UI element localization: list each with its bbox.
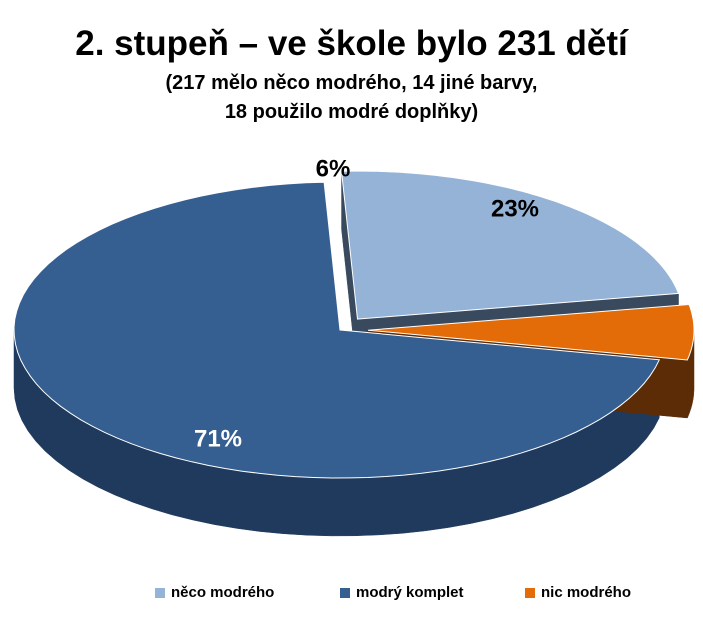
chart-subtitle-line-2: 18 použilo modré doplňky)	[224, 101, 479, 123]
data-label-0: 23%	[491, 195, 539, 222]
chart-legend: něco modrého modrý komplet nic modrého	[0, 584, 703, 606]
legend-item-nic-modreho: nic modrého	[525, 584, 631, 601]
legend-swatch	[155, 587, 165, 598]
data-label-1: 71%	[194, 425, 242, 452]
legend-swatch	[340, 587, 350, 598]
slice-1	[13, 181, 661, 479]
legend-item-modry-komplet: modrý komplet	[340, 584, 464, 601]
chart-subtitle-line-1: (217 mělo něco modrého, 14 jiné barvy,	[165, 72, 538, 94]
legend-item-neco-modreho: něco modrého	[155, 584, 274, 601]
slice-2	[367, 303, 695, 361]
legend-swatch	[525, 587, 535, 598]
legend-label: něco modrého	[171, 584, 275, 601]
data-label-2: 6%	[316, 155, 351, 182]
legend-label: modrý komplet	[356, 584, 464, 601]
chart-title: 2. stupeň – ve škole bylo 231 dětí	[75, 24, 628, 63]
slice-0	[340, 170, 680, 320]
legend-label: nic modrého	[541, 584, 632, 601]
